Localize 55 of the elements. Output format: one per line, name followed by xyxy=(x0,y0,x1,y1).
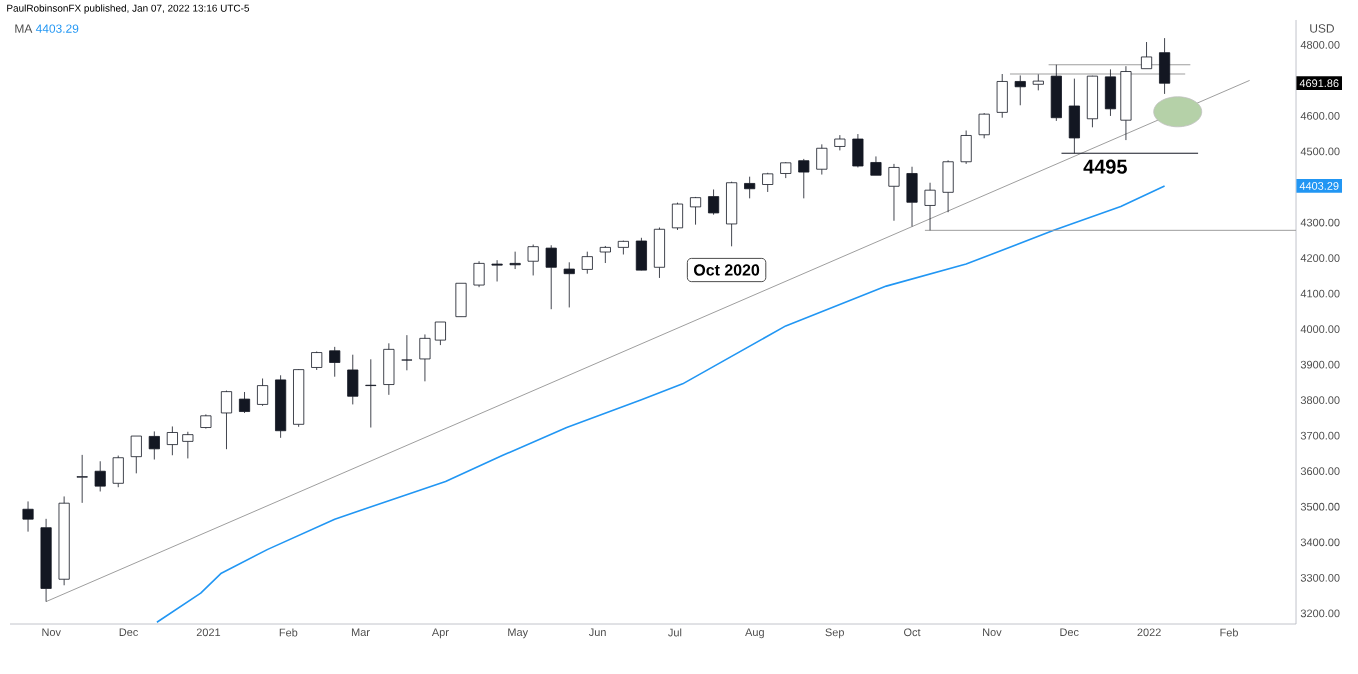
candlestick xyxy=(1032,73,1044,91)
candlestick xyxy=(1159,37,1171,95)
candlestick xyxy=(220,391,233,450)
candlestick xyxy=(401,334,413,371)
candlestick xyxy=(762,173,774,193)
candlestick xyxy=(671,203,684,231)
candlestick xyxy=(275,374,287,439)
candlestick xyxy=(996,73,1008,119)
candlestick xyxy=(978,113,990,139)
candlestick xyxy=(744,176,756,199)
candlestick xyxy=(40,518,52,603)
candlestick xyxy=(834,134,846,151)
candlestick xyxy=(599,246,611,264)
candlestick xyxy=(1120,65,1132,141)
candlestick xyxy=(780,162,792,179)
candlestick xyxy=(112,455,124,488)
candlestick xyxy=(689,197,702,226)
candlestick xyxy=(166,426,178,456)
candlestick xyxy=(473,260,485,288)
candlestick xyxy=(182,431,194,459)
candlestick xyxy=(906,166,918,227)
candlestick xyxy=(329,346,341,378)
line-series xyxy=(156,185,1166,624)
candlestick xyxy=(383,342,395,396)
candlestick xyxy=(1050,64,1062,122)
candlestick xyxy=(347,354,359,405)
candlestick xyxy=(94,460,106,492)
candlestick xyxy=(509,251,521,270)
annotation: 4495 xyxy=(1083,159,1127,174)
candlestick xyxy=(960,130,972,165)
candlestick xyxy=(58,496,70,586)
candlestick xyxy=(798,158,810,199)
candlestick xyxy=(924,182,936,231)
candlestick xyxy=(148,431,160,460)
candlestick xyxy=(708,189,720,216)
candlestick xyxy=(563,261,575,308)
candlestick xyxy=(22,501,34,533)
candlestick xyxy=(527,244,539,276)
candlestick xyxy=(200,415,212,428)
candlestick xyxy=(816,143,828,175)
candlestick xyxy=(76,454,88,504)
candlestick xyxy=(365,358,377,428)
candlestick xyxy=(419,334,431,382)
candlestick xyxy=(726,182,738,247)
candlestick xyxy=(942,161,954,213)
candlestick xyxy=(311,352,323,371)
candlestick xyxy=(888,163,900,222)
candlestick xyxy=(293,369,305,428)
candlestick xyxy=(1014,75,1026,106)
candlestick xyxy=(491,259,503,282)
candlestick xyxy=(545,244,557,310)
candlestick xyxy=(581,251,593,275)
candlestick xyxy=(1104,68,1117,117)
candlestick xyxy=(653,227,665,279)
candlestick xyxy=(257,378,269,405)
